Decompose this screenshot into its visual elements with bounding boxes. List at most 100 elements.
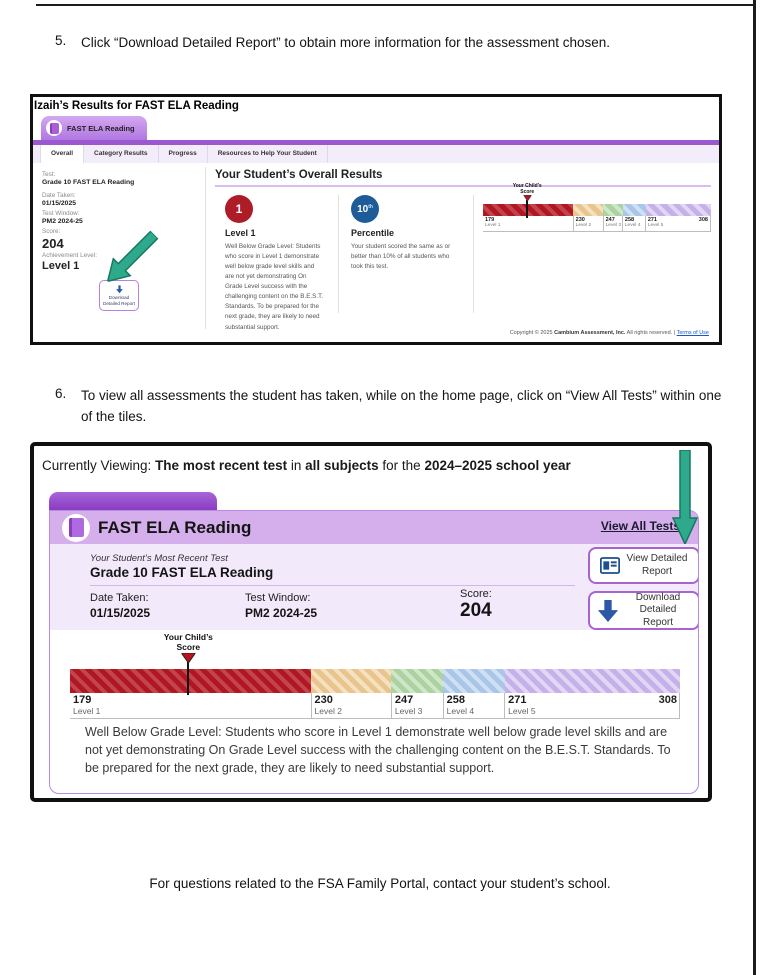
level-name: Level 4 — [624, 223, 641, 228]
viewing-school-year: 2024–2025 school year — [424, 458, 571, 473]
report-card-icon — [62, 513, 90, 542]
field-label: Date Taken: — [42, 192, 76, 199]
field-label: Test: — [42, 171, 56, 178]
instruction-step-6: 6. To view all assessments the student h… — [55, 386, 729, 428]
currently-viewing-header: Currently Viewing: The most recent test … — [42, 458, 571, 473]
viewing-mid: for the — [378, 458, 425, 473]
scale-max: 308 — [698, 217, 708, 223]
level-title: Level 1 — [225, 228, 256, 238]
percentile-number: 10 — [357, 203, 369, 215]
tile-header: FAST ELA Reading View All Tests — [50, 511, 698, 544]
field-value: 01/15/2025 — [42, 200, 77, 207]
view-detailed-report-button[interactable]: View Detailed Report — [588, 547, 698, 584]
most-recent-test-name: Grade 10 FAST ELA Reading — [90, 565, 274, 580]
download-detailed-report-button[interactable]: Download Detailed Report — [99, 280, 139, 311]
terms-of-use-link[interactable]: Terms of Use — [676, 330, 709, 336]
level-description: Well Below Grade Level: Students who sco… — [225, 243, 324, 331]
subtab-resources[interactable]: Resources to Help Your Student — [208, 145, 328, 163]
cut-score: 179 — [485, 217, 495, 223]
level-name: Level 3 — [605, 223, 622, 228]
copyright-company: Cambium Assessment, Inc. — [554, 330, 626, 336]
field-label: Achievement Level: — [42, 252, 97, 259]
score-marker-line — [187, 662, 190, 695]
field-date-taken: Date Taken: 01/15/2025 — [42, 192, 76, 207]
tile-title: FAST ELA Reading — [98, 517, 252, 537]
scale-bar — [483, 204, 711, 216]
score-value: 204 — [460, 600, 492, 621]
marker-label-line1: Your Child’s — [163, 632, 213, 642]
segment-level-3 — [391, 669, 444, 693]
segment-level-2 — [310, 669, 392, 693]
subtab-progress[interactable]: Progress — [159, 145, 208, 163]
cut-score: 258 — [624, 217, 635, 223]
heading-underline — [215, 185, 711, 187]
level-name: Level 5 — [647, 223, 664, 228]
field-test-window: Test Window: PM2 2024-25 — [42, 210, 83, 225]
level-description-text: Well Below Grade Level: Students who sco… — [85, 725, 671, 776]
level-name: Level 1 — [485, 223, 501, 228]
copyright-suffix: All rights reserved. | — [625, 330, 677, 336]
download-icon — [597, 599, 619, 622]
subtab-category-results[interactable]: Category Results — [84, 145, 159, 163]
field-test: Test: Grade 10 FAST ELA Reading — [42, 171, 134, 186]
your-childs-score-marker-label: Your Child’s Score — [513, 183, 542, 201]
button-label: View Detailed Report — [626, 553, 688, 577]
fast-ela-reading-tile: FAST ELA Reading View All Tests Your Stu… — [49, 510, 699, 794]
most-recent-test-label: Your Student’s Most Recent Test — [90, 553, 228, 564]
level-badge: 1 — [225, 195, 253, 223]
results-page-title: Izaih’s Results for FAST ELA Reading — [34, 100, 239, 112]
score-scale-small: Your Child’s Score 179 Level 1 230 Level 2… — [483, 183, 711, 239]
card-divider — [473, 195, 474, 313]
marker-label-line2: Score — [520, 189, 535, 195]
cut-score: 258 — [446, 694, 466, 706]
step-number: 6. — [55, 386, 67, 401]
level-name: Level 5 — [508, 706, 536, 716]
score-scale-large: Your Child’s Score 179 Level 1 230 Le — [70, 632, 680, 719]
field-value: Grade 10 FAST ELA Reading — [42, 179, 135, 186]
field-label: Score: — [42, 228, 61, 235]
tab-fast-ela-reading[interactable]: FAST ELA Reading — [41, 116, 147, 140]
level-card: 1 Level 1 Well Below Grade Level: Studen… — [225, 195, 325, 333]
segment-level-1 — [483, 204, 574, 216]
accent-bar — [33, 140, 719, 145]
field-score: Score: 204 — [42, 228, 64, 251]
marker-label-line1: Your Child’s — [512, 183, 542, 189]
percentile-title: Percentile — [351, 228, 395, 238]
field-label: Score: — [460, 588, 492, 600]
viewing-subjects: all subjects — [305, 458, 379, 473]
score-marker-line — [526, 200, 528, 218]
segment-level-2 — [573, 204, 604, 216]
test-window-group: Test Window: PM2 2024-25 — [245, 592, 317, 620]
scale-bar — [70, 669, 680, 693]
button-label: Download Detailed Report — [635, 591, 681, 628]
field-value: PM2 2024-25 — [245, 606, 318, 620]
score-marker-triangle — [181, 652, 196, 663]
tile-tab-stub[interactable] — [49, 492, 217, 510]
tab-label: FAST ELA Reading — [67, 123, 135, 133]
report-card-icon — [46, 120, 62, 136]
your-childs-score-marker-label: Your Child’s Score — [163, 632, 213, 663]
segment-level-4 — [443, 669, 505, 693]
field-label: Test Window: — [245, 592, 311, 604]
download-detailed-report-button[interactable]: Download Detailed Report — [588, 591, 698, 630]
cut-score: 271 — [508, 694, 527, 706]
viewing-prefix: Currently Viewing: — [42, 458, 156, 473]
divider — [90, 585, 575, 586]
score-group: Score: 204 — [460, 588, 492, 622]
home-page-screenshot: Currently Viewing: The most recent test … — [30, 442, 712, 802]
scale-max: 308 — [658, 694, 677, 706]
subtab-overall[interactable]: Overall — [40, 145, 85, 163]
scale-labels: 179 Level 1 230 Level 2 247 Level 3 258 Leve… — [483, 216, 711, 232]
viewing-mid: in — [287, 458, 306, 473]
subtab-bar: Overall Category Results Progress Resour… — [33, 145, 719, 163]
copyright-prefix: Copyright © 2025 — [509, 330, 555, 336]
report-icon — [600, 557, 620, 574]
field-value: 01/15/2025 — [90, 606, 151, 620]
percentile-description: Your student scored the same as or bette… — [351, 243, 451, 271]
date-taken-group: Date Taken: 01/15/2025 — [90, 592, 150, 620]
view-all-tests-link[interactable]: View All Tests — [600, 519, 680, 533]
panel-divider — [205, 167, 206, 329]
